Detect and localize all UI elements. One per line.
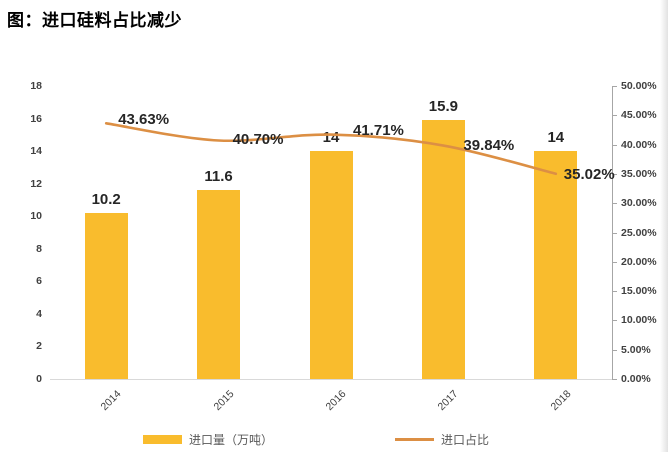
right-axis-tick-label: 45.00%	[621, 109, 657, 122]
chart-title: 图：进口硅料占比减少	[7, 11, 182, 30]
line-path	[104, 122, 558, 176]
right-axis-tick	[612, 379, 617, 380]
bar-2015	[197, 190, 241, 379]
bar-value-label-2014: 10.2	[91, 190, 121, 208]
right-axis-tick	[612, 144, 617, 146]
left-axis-tick-label: 2	[36, 340, 42, 353]
right-axis-tick	[612, 86, 617, 87]
right-axis-tick	[612, 203, 617, 205]
right-axis-tick	[612, 349, 617, 351]
left-axis-tick-label: 18	[30, 80, 42, 92]
x-axis-line	[50, 379, 612, 380]
left-axis-tick-label: 4	[36, 307, 42, 320]
right-axis-tick	[612, 115, 617, 117]
line-series-swatch-icon	[395, 437, 434, 441]
legend-label-import-share: 进口占比	[441, 432, 490, 447]
bar-2016	[309, 151, 353, 379]
left-axis-tick-label: 0	[36, 373, 42, 385]
left-axis-tick-label: 8	[36, 242, 42, 255]
bar-2018	[534, 151, 578, 379]
right-axis-tick	[612, 232, 617, 234]
right-axis-tick-label: 40.00%	[621, 138, 657, 151]
chart-legend: 进口量（万吨） 进口占比	[0, 428, 668, 450]
right-axis-tick-label: 35.00%	[621, 167, 657, 180]
right-axis-tick	[612, 173, 617, 175]
bar-2014	[84, 212, 128, 379]
right-axis-tick-label: 10.00%	[621, 314, 657, 327]
right-axis-tick	[612, 291, 617, 293]
line-value-label-2017: 39.84%	[463, 136, 515, 154]
right-axis-tick-label: 0.00%	[621, 373, 651, 385]
left-axis-tick-label: 14	[30, 145, 42, 158]
legend-label-import-volume: 进口量（万吨）	[189, 432, 274, 447]
right-axis-tick	[612, 261, 617, 263]
left-axis-tick-label: 6	[36, 275, 42, 288]
right-axis-tick-label: 25.00%	[621, 226, 657, 239]
right-axis-tick-label: 50.00%	[621, 80, 657, 92]
right-axis-tick	[612, 320, 617, 322]
left-axis-tick-label: 12	[30, 177, 42, 190]
left-axis-tick-label: 16	[30, 112, 42, 125]
legend-item-import-share: 进口占比	[395, 428, 489, 450]
right-axis-tick-label: 5.00%	[621, 343, 651, 356]
line-value-label-2018: 35.02%	[563, 165, 615, 183]
bar-series-swatch-icon	[143, 434, 182, 444]
page-edge-shadow	[660, 0, 668, 452]
line-value-label-2015: 40.70%	[232, 131, 284, 149]
left-axis-tick-label: 10	[30, 210, 42, 223]
bar-2017	[421, 120, 465, 379]
line-value-label-2016: 41.71%	[353, 121, 404, 139]
legend-item-import-volume: 进口量（万吨）	[143, 428, 273, 450]
right-axis-tick-label: 30.00%	[621, 197, 657, 210]
line-value-label-2014: 43.63%	[118, 111, 170, 129]
bar-value-label-2017: 15.9	[428, 98, 458, 116]
right-axis-tick-label: 20.00%	[621, 255, 657, 268]
right-axis-tick-label: 15.00%	[621, 285, 657, 298]
bar-value-label-2018: 14	[547, 129, 565, 147]
bar-value-label-2015: 11.6	[204, 168, 233, 186]
